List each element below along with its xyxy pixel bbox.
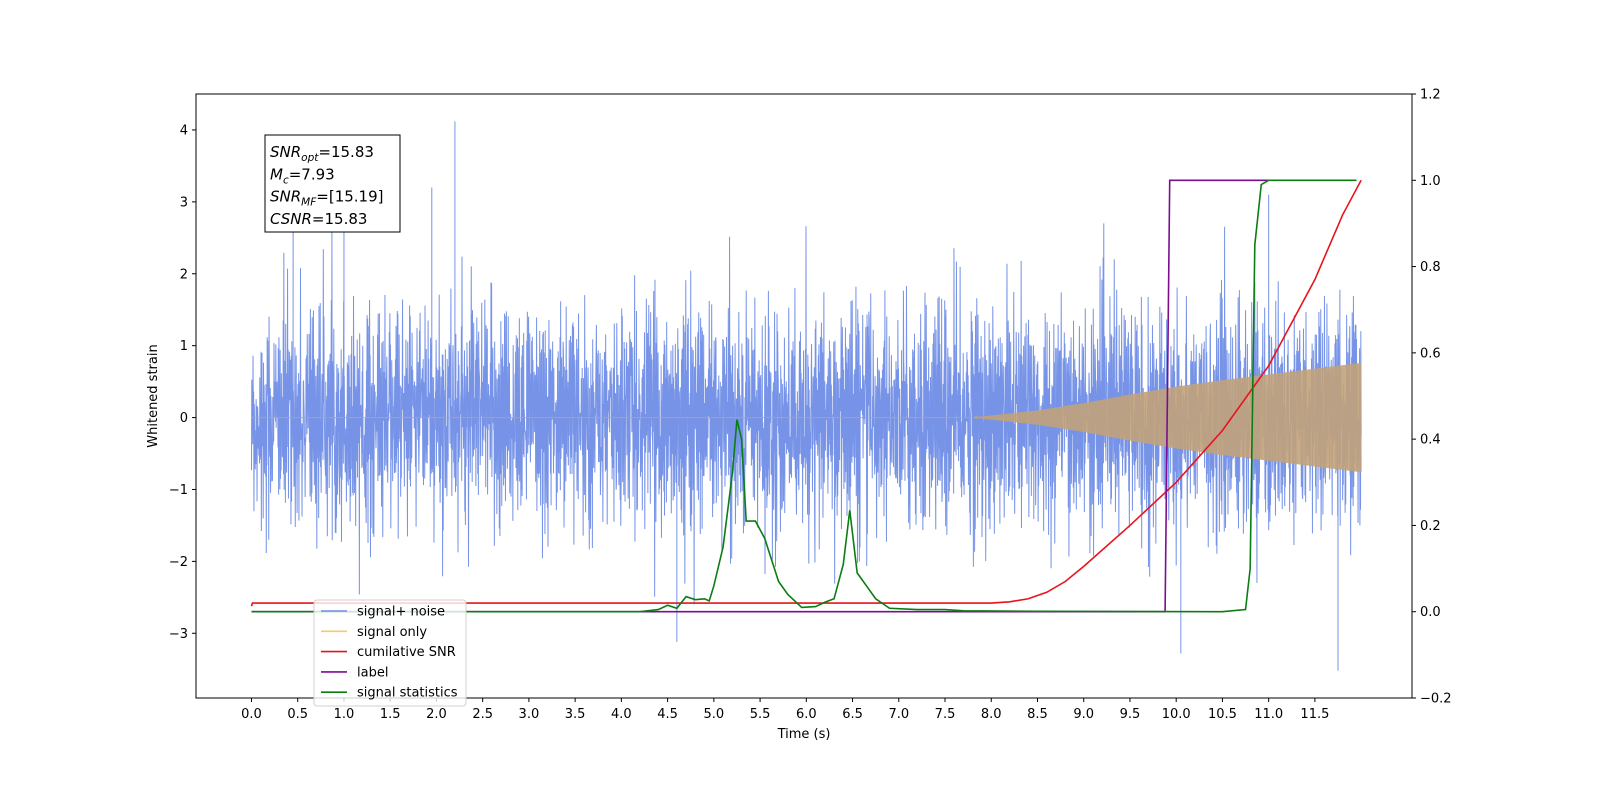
y-right-tick-label: 1.2 <box>1420 88 1441 103</box>
x-axis: 0.0 0.5 1.0 1.5 2.0 2.5 3.0 3.5 4.0 4.5 5.0 5.5 6.0 6… <box>241 698 1329 722</box>
y-tick-label: 2 <box>180 267 188 282</box>
x-tick-label: 3.0 <box>519 707 540 722</box>
legend-frame <box>313 599 467 707</box>
x-tick-label: 11.0 <box>1254 707 1283 722</box>
x-tick-label: 8.5 <box>1027 707 1048 722</box>
y-tick-label: 4 <box>180 123 188 138</box>
y-tick-label: 0 <box>180 411 188 426</box>
y-right-tick-label: 1.0 <box>1420 174 1441 189</box>
x-tick-label: 5.0 <box>703 707 724 722</box>
y-tick-label: −1 <box>169 483 188 498</box>
stats-line: CSNR=15.83 <box>270 210 367 228</box>
legend: signal+ noise signal only cumilative SNR la… <box>313 599 467 707</box>
series-signal-only <box>251 362 1362 473</box>
x-tick-label: 4.0 <box>611 707 632 722</box>
x-tick-label: 0.5 <box>287 707 308 722</box>
plot-area <box>250 121 1362 671</box>
stats-line: SNRopt=15.83 <box>270 143 374 164</box>
x-tick-label: 7.5 <box>935 707 956 722</box>
x-tick-label: 3.5 <box>565 707 586 722</box>
x-tick-label: 2.5 <box>472 707 493 722</box>
legend-label: signal only <box>357 625 427 640</box>
series-cumilative-snr <box>250 179 1362 607</box>
y-right-tick-label: 0.8 <box>1420 260 1441 275</box>
stats-line: Mc=7.93 <box>270 165 335 186</box>
series-signal-noise <box>250 121 1362 671</box>
x-tick-label: 9.5 <box>1120 707 1141 722</box>
legend-label: cumilative SNR <box>357 645 456 660</box>
legend-label: label <box>357 665 388 680</box>
y-axis-left: −3 −2 −1 0 1 2 3 4 <box>169 123 196 642</box>
y-right-tick-label: 0.0 <box>1420 605 1441 620</box>
x-tick-label: 6.0 <box>796 707 817 722</box>
y-right-tick-label: −0.2 <box>1420 692 1452 707</box>
series-label <box>251 179 1269 613</box>
x-tick-label: 11.5 <box>1300 707 1329 722</box>
y-tick-label: 3 <box>180 195 188 210</box>
y-right-tick-label: 0.2 <box>1420 519 1441 534</box>
stats-box-frame <box>264 134 401 233</box>
x-tick-label: 10.0 <box>1162 707 1191 722</box>
x-tick-label: 6.5 <box>842 707 863 722</box>
x-tick-label: 1.5 <box>380 707 401 722</box>
y-right-tick-label: 0.4 <box>1420 433 1441 448</box>
y-tick-label: −2 <box>169 555 188 570</box>
y-right-tick-label: 0.6 <box>1420 346 1441 361</box>
x-tick-label: 1.0 <box>334 707 355 722</box>
series-signal-statistics <box>251 179 1357 613</box>
x-tick-label: 4.5 <box>657 707 678 722</box>
x-tick-label: 9.0 <box>1073 707 1094 722</box>
y-tick-label: 1 <box>180 339 188 354</box>
axes-frame <box>195 93 1413 699</box>
x-tick-label: 5.5 <box>750 707 771 722</box>
x-tick-label: 2.0 <box>426 707 447 722</box>
x-axis-label: Time (s) <box>777 727 831 742</box>
y-tick-label: −3 <box>169 627 188 642</box>
x-tick-label: 8.0 <box>981 707 1002 722</box>
y-axis-right: −0.2 0.0 0.2 0.4 0.6 0.8 1.0 1.2 <box>1412 88 1452 707</box>
legend-label: signal statistics <box>357 686 458 701</box>
x-tick-label: 0.0 <box>241 707 262 722</box>
x-tick-label: 7.0 <box>888 707 909 722</box>
stats-line: SNRMF=[15.19] <box>270 188 384 209</box>
legend-label: signal+ noise <box>357 605 445 620</box>
x-tick-label: 10.5 <box>1208 707 1237 722</box>
stats-annotation-box: SNRopt=15.83Mc=7.93SNRMF=[15.19]CSNR=15.… <box>264 134 401 233</box>
y-axis-label: Whitened strain <box>146 344 161 447</box>
